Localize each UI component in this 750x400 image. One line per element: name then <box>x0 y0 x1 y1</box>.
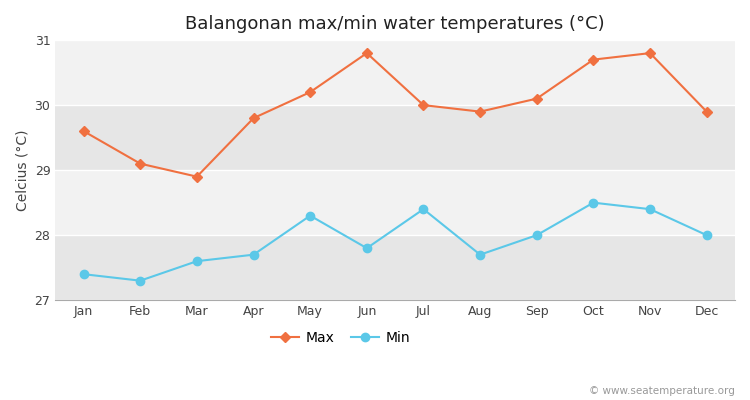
Text: © www.seatemperature.org: © www.seatemperature.org <box>590 386 735 396</box>
Bar <box>56 40 735 105</box>
Y-axis label: Celcius (°C): Celcius (°C) <box>15 129 29 211</box>
Title: Balangonan max/min water temperatures (°C): Balangonan max/min water temperatures (°… <box>185 15 605 33</box>
Bar <box>56 170 735 235</box>
Bar <box>56 235 735 300</box>
Bar <box>56 105 735 170</box>
Legend: Max, Min: Max, Min <box>266 325 416 350</box>
